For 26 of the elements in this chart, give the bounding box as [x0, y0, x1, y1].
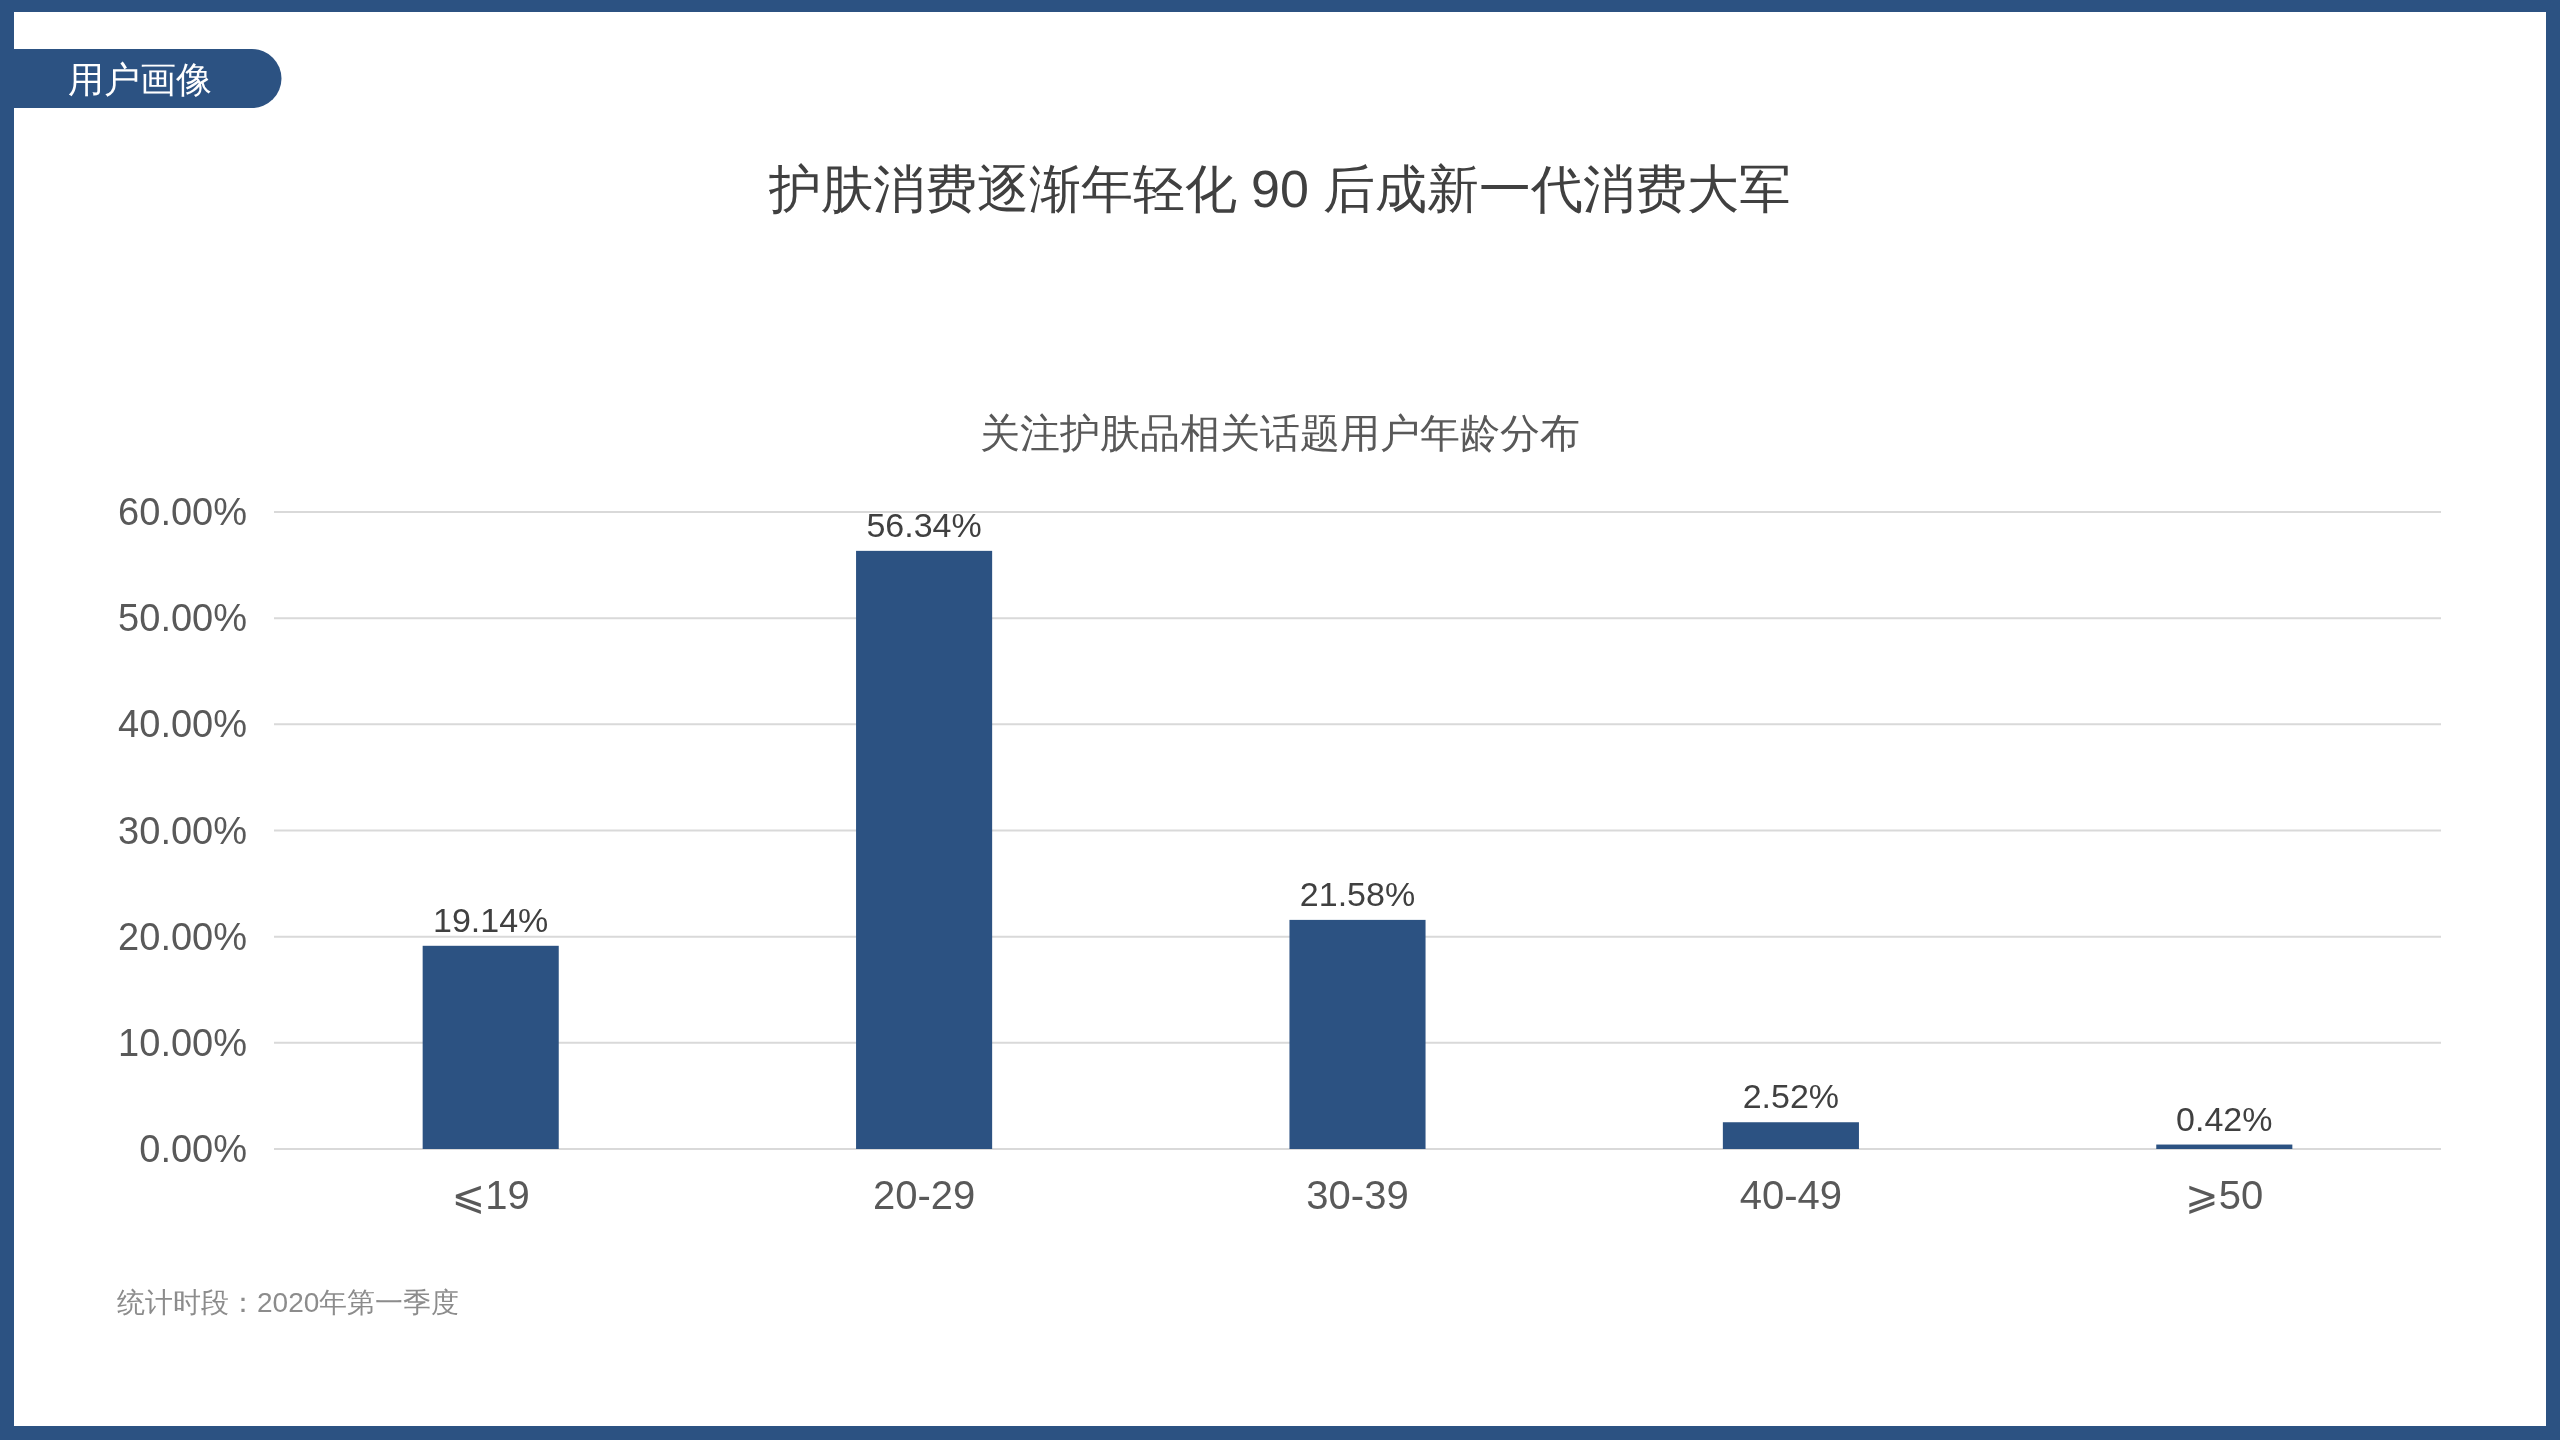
bar [1722, 1122, 1859, 1149]
data-label: 21.58% [1299, 874, 1416, 913]
x-tick-label: 20-29 [872, 1173, 976, 1217]
x-tick-label: ⩽19 [451, 1173, 530, 1217]
y-tick-label: 0.00% [139, 1128, 247, 1170]
y-tick-label: 60.00% [118, 491, 247, 533]
bar [2156, 1144, 2293, 1149]
data-label: 56.34% [866, 505, 982, 544]
text: 用户画像 [68, 59, 212, 100]
data-label: 0.42% [2176, 1099, 2273, 1138]
data-label: 19.14% [433, 900, 549, 939]
x-tick-label: ⩾50 [2185, 1173, 2264, 1217]
y-tick-label: 50.00% [118, 597, 247, 640]
data-label: 2.52% [1742, 1077, 1840, 1116]
y-tick-label: 20.00% [118, 915, 247, 958]
bar [856, 550, 993, 1149]
chart-subtitle: 关注护肤品相关话题用户年龄分布 [980, 411, 1580, 455]
y-tick-label: 10.00% [118, 1021, 247, 1064]
chart-title: 护肤消费逐渐年轻化 90 后成新一代消费大军 [767, 160, 1792, 218]
y-tick-label: 30.00% [118, 809, 247, 852]
text: 统计时段：2020年第一季度 [117, 1287, 460, 1318]
y-tick-label: 40.00% [118, 703, 247, 746]
bar [1289, 919, 1426, 1149]
x-tick-label: 40-49 [1739, 1173, 1843, 1217]
x-tick-label: 30-39 [1306, 1173, 1409, 1217]
bar [422, 945, 559, 1149]
